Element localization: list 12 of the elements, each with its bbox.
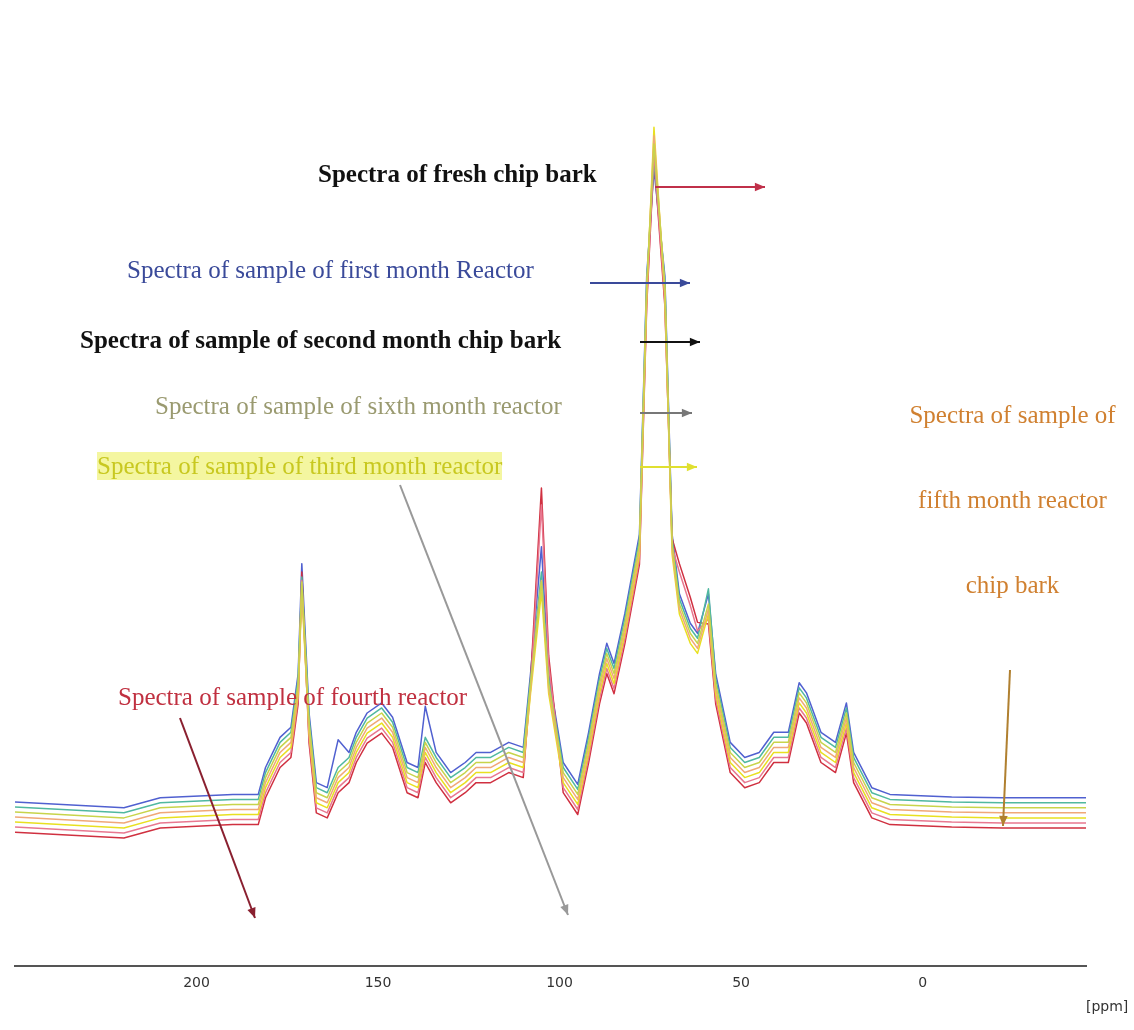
- x-tick-label: 50: [732, 974, 751, 991]
- x-tick-label: 200: [183, 974, 210, 991]
- annotation: Spectra of fresh chip bark: [318, 160, 597, 188]
- text: Spectra of sample of fifth month reactor chip bark: [909, 401, 1116, 598]
- x-axis-title: [ppm]: [1086, 998, 1129, 1015]
- x-tick-label: 0: [918, 974, 928, 991]
- annotation: Spectra of sample of first month Reactor: [127, 256, 534, 284]
- annotation: Spectra of sample of second month chip bark: [80, 326, 562, 354]
- x-tick-label: 100: [546, 974, 573, 991]
- x-tick-label: 150: [364, 974, 392, 991]
- annotation: Spectra of sample of sixth month reactor: [155, 392, 562, 420]
- annotation: Spectra of sample of third month reactor: [97, 452, 503, 480]
